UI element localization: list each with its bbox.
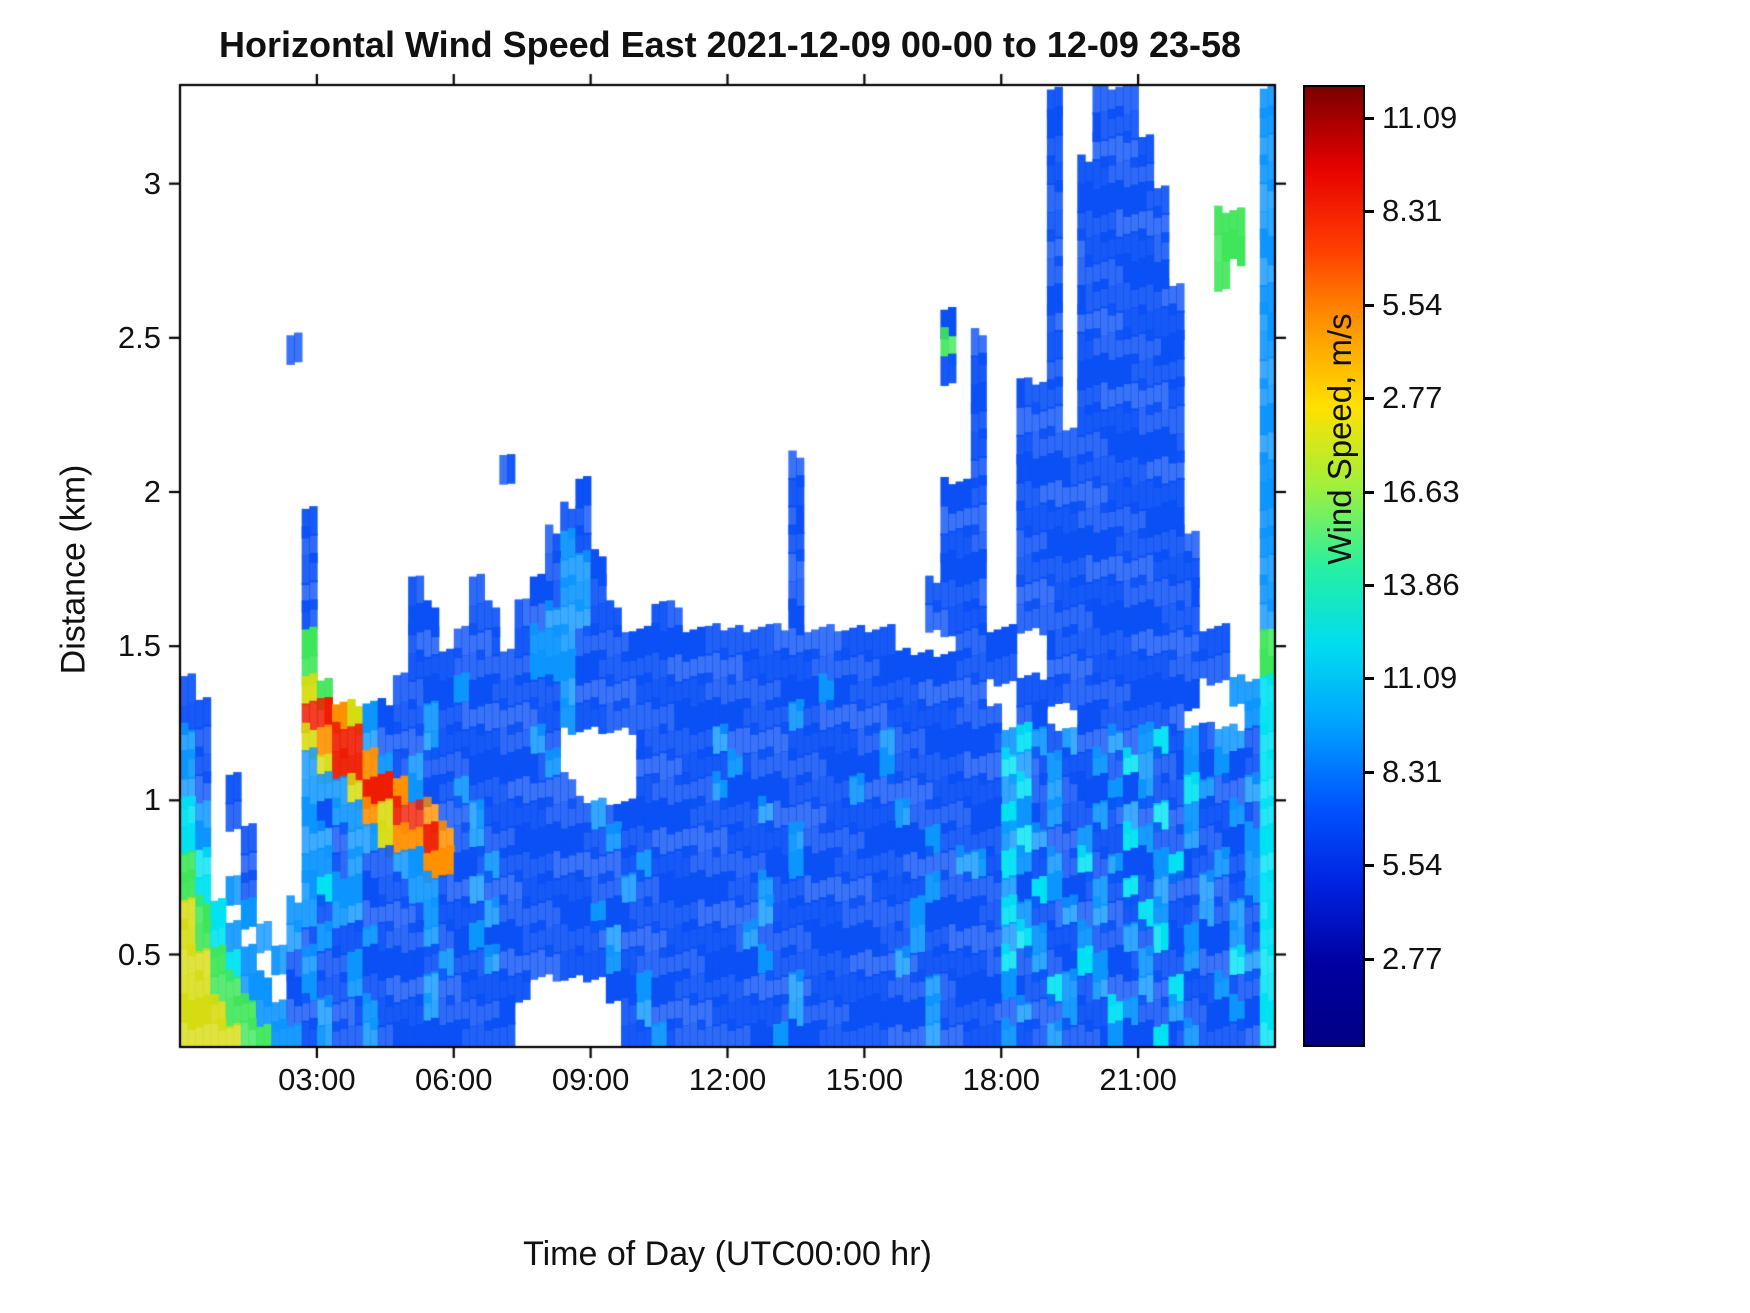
- x-tick-label: 12:00: [688, 1062, 767, 1097]
- colorbar: [1303, 85, 1365, 1047]
- x-tick-label: 09:00: [551, 1062, 630, 1097]
- colorbar-tick-label: 2.77: [1382, 940, 1443, 976]
- colorbar-tick-mark: [1363, 210, 1374, 214]
- colorbar-tick-label: 11.09: [1382, 99, 1458, 135]
- colorbar-tick-mark: [1363, 957, 1374, 961]
- y-tick-label: 1.5: [117, 628, 161, 664]
- colorbar-tick-mark: [1363, 490, 1374, 494]
- x-tick-label: 15:00: [825, 1062, 904, 1097]
- colorbar-tick-mark: [1363, 864, 1374, 868]
- colorbar-label: Wind Speed, m/s: [1321, 313, 1358, 565]
- colorbar-tick-label: 11.09: [1382, 660, 1458, 696]
- colorbar-tick-mark: [1363, 677, 1374, 681]
- colorbar-tick-label: 8.31: [1382, 753, 1443, 789]
- colorbar-tick-mark: [1363, 584, 1374, 588]
- colorbar-tick-label: 2.77: [1382, 380, 1443, 416]
- y-tick-label: 3: [143, 165, 161, 201]
- colorbar-tick-label: 8.31: [1382, 193, 1443, 229]
- colorbar-tick-label: 5.54: [1382, 286, 1443, 322]
- colorbar-tick-label: 5.54: [1382, 847, 1443, 883]
- x-tick-label: 18:00: [962, 1062, 1041, 1097]
- colorbar-tick-mark: [1363, 770, 1374, 774]
- y-tick-label: 2: [143, 474, 161, 509]
- x-tick-label: 06:00: [414, 1062, 493, 1097]
- x-tick-label: 21:00: [1099, 1062, 1177, 1097]
- x-tick-label: 03:00: [278, 1062, 356, 1097]
- x-axis-label: Time of Day (UTC00:00 hr): [523, 1235, 932, 1273]
- chart-title: Horizontal Wind Speed East 2021-12-09 00…: [218, 24, 1242, 65]
- y-tick-label: 1: [143, 782, 161, 818]
- colorbar-tick-mark: [1363, 303, 1374, 307]
- y-tick-label: 2.5: [117, 319, 161, 355]
- colorbar-tick-mark: [1363, 116, 1374, 120]
- colorbar-tick-mark: [1363, 397, 1374, 401]
- y-axis-label: Distance (km): [54, 464, 93, 675]
- colorbar-tick-label: 13.86: [1382, 567, 1460, 603]
- y-tick-label: 0.5: [117, 936, 161, 972]
- colorbar-tick-label: 16.63: [1382, 473, 1460, 509]
